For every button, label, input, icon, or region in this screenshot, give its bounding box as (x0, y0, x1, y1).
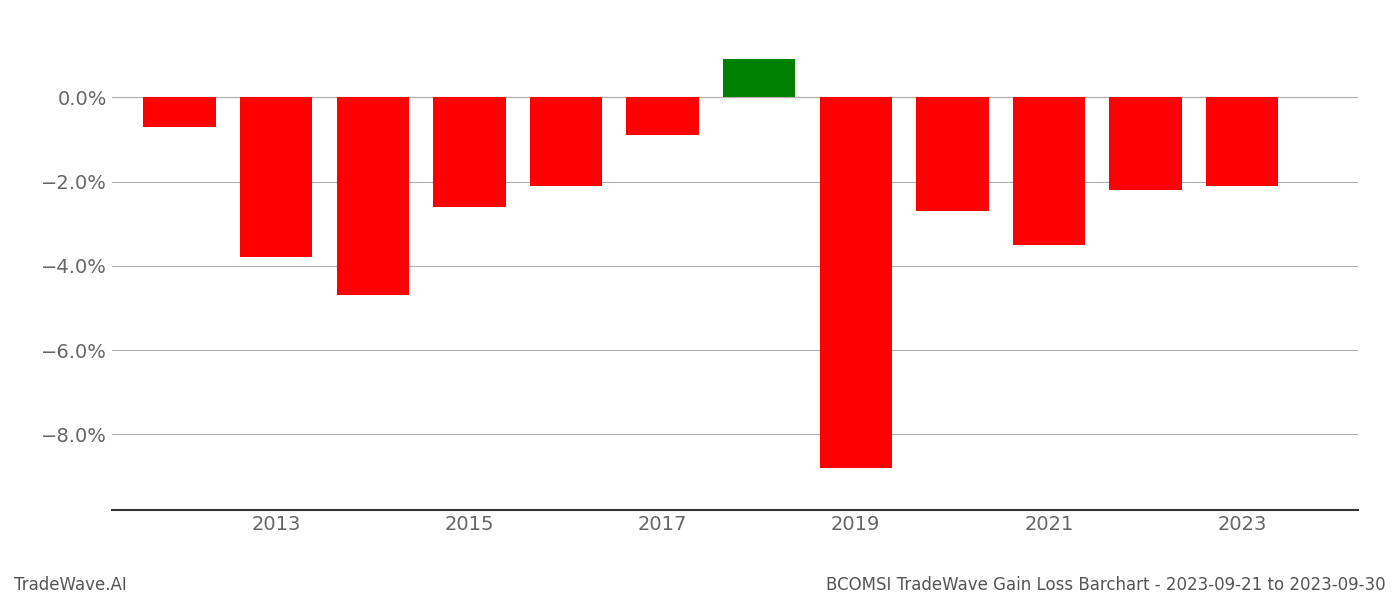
Bar (336, 97, 409, 295)
Bar (1109, 97, 1182, 190)
Text: BCOMSI TradeWave Gain Loss Barchart - 2023-09-21 to 2023-09-30: BCOMSI TradeWave Gain Loss Barchart - 20… (826, 576, 1386, 594)
Bar (433, 97, 505, 207)
Bar (1012, 97, 1085, 245)
Bar (529, 97, 602, 186)
Bar (916, 97, 988, 211)
Text: TradeWave.AI: TradeWave.AI (14, 576, 127, 594)
Bar (239, 97, 312, 257)
Bar (1205, 97, 1278, 186)
Bar (819, 97, 892, 468)
Bar (722, 59, 795, 97)
Bar (143, 97, 216, 127)
Bar (626, 97, 699, 135)
